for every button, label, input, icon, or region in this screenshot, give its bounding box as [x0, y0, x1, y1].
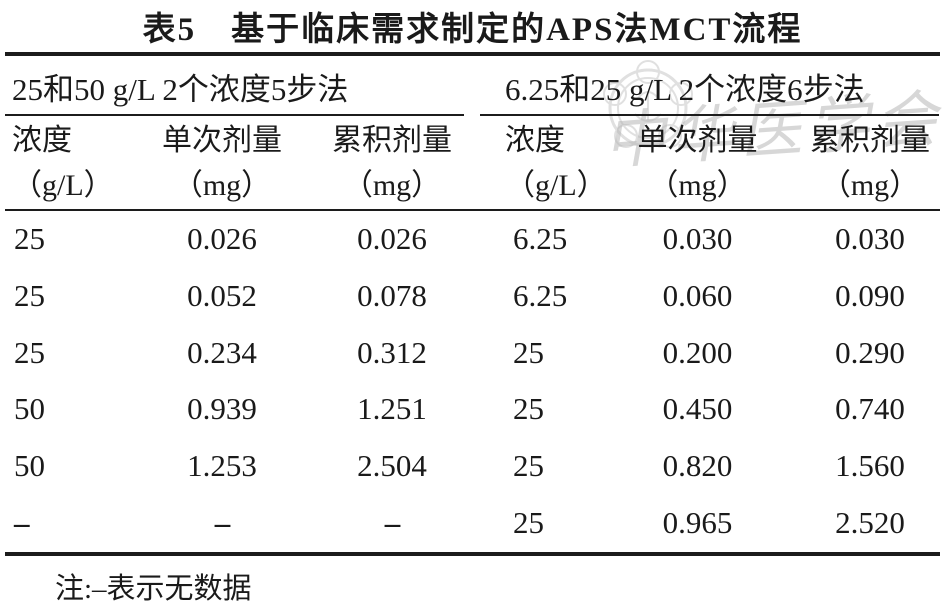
header-cumulative-dose-right: 累积剂量 （mg）: [810, 124, 930, 202]
header-conc-right: 浓度 （g/L）: [505, 124, 607, 202]
table-row: 50 1.253 2.504 25 0.820 1.560: [12, 438, 945, 495]
cell-conc-right: 25: [513, 448, 544, 484]
cell-conc-left: 50: [14, 448, 45, 484]
table-row: – – – 25 0.965 2.520: [12, 494, 945, 551]
cell-cumulative-left: 1.251: [357, 391, 427, 427]
rule-top: [5, 52, 940, 56]
group-header-row: 25和50 g/L 2个浓度5步法 6.25和25 g/L 2个浓度6步法: [12, 60, 945, 112]
cell-cumulative-left: 0.026: [357, 221, 427, 257]
column-header-row: 浓度 （g/L） 单次剂量 （mg） 累积剂量 （mg） 浓度 （g/L） 单次…: [12, 118, 945, 208]
table-body: 25 0.026 0.026 6.25 0.030 0.030 25 0.052…: [12, 211, 945, 551]
cell-cumulative-right: 0.290: [835, 334, 905, 370]
cell-cumulative-right: 1.560: [835, 448, 905, 484]
cell-cumulative-left: 0.078: [357, 278, 427, 313]
table-row: 25 0.026 0.026 6.25 0.030 0.030: [12, 211, 945, 268]
rule-bottom: [5, 552, 940, 556]
cell-conc-right: 25: [513, 391, 544, 427]
cell-conc-right: 25: [513, 504, 544, 540]
table-caption: 表5 基于临床需求制定的APS法MCT流程: [142, 12, 803, 48]
table-row: 25 0.234 0.312 25 0.200 0.290: [12, 324, 945, 381]
rule-under-right-group: [480, 114, 939, 116]
cell-single-left: –: [214, 504, 231, 540]
cell-conc-left: 25: [14, 278, 45, 313]
cell-conc-right: 6.25: [513, 221, 568, 257]
header-single-dose-left: 单次剂量 （mg）: [162, 124, 282, 202]
cell-single-left: 0.052: [187, 278, 257, 313]
cell-single-left: 0.234: [187, 334, 257, 370]
cell-cumulative-left: 0.312: [357, 334, 427, 370]
cell-conc-right: 25: [513, 334, 544, 370]
cell-single-right: 0.060: [662, 278, 733, 313]
rule-under-column-headers: [5, 209, 940, 211]
cell-single-left: 0.026: [187, 221, 257, 257]
rule-under-left-group: [5, 114, 464, 116]
cell-single-left: 0.939: [187, 391, 257, 427]
cell-cumulative-right: 0.090: [835, 278, 905, 313]
cell-conc-left: 25: [14, 221, 45, 257]
table-row: 50 0.939 1.251 25 0.450 0.740: [12, 381, 945, 438]
cell-conc-left: –: [14, 504, 30, 540]
cell-single-left: 1.253: [187, 448, 257, 484]
cell-single-right: 0.200: [662, 334, 733, 370]
cell-cumulative-right: 0.030: [835, 221, 905, 257]
header-cumulative-dose-left: 累积剂量 （mg）: [332, 124, 452, 202]
cell-single-right: 0.820: [662, 448, 733, 484]
table-footnote: 注:–表示无数据: [55, 573, 252, 605]
cell-cumulative-left: –: [384, 504, 401, 540]
header-conc-left: 浓度 （g/L）: [12, 124, 114, 202]
cell-cumulative-right: 0.740: [835, 391, 905, 427]
header-single-dose-right: 单次剂量 （mg）: [637, 124, 758, 202]
cell-conc-left: 50: [14, 391, 45, 427]
cell-conc-right: 6.25: [513, 278, 568, 313]
cell-conc-left: 25: [14, 334, 45, 370]
table-row: 25 0.052 0.078 6.25 0.060 0.090: [12, 268, 945, 325]
group-label-left: 25和50 g/L 2个浓度5步法: [12, 71, 349, 107]
cell-cumulative-right: 2.520: [835, 504, 905, 540]
cell-single-right: 0.030: [662, 221, 733, 257]
group-label-right: 6.25和25 g/L 2个浓度6步法: [505, 71, 865, 107]
cell-single-right: 0.450: [662, 391, 733, 427]
cell-cumulative-left: 2.504: [357, 448, 427, 484]
cell-single-right: 0.965: [662, 504, 733, 540]
